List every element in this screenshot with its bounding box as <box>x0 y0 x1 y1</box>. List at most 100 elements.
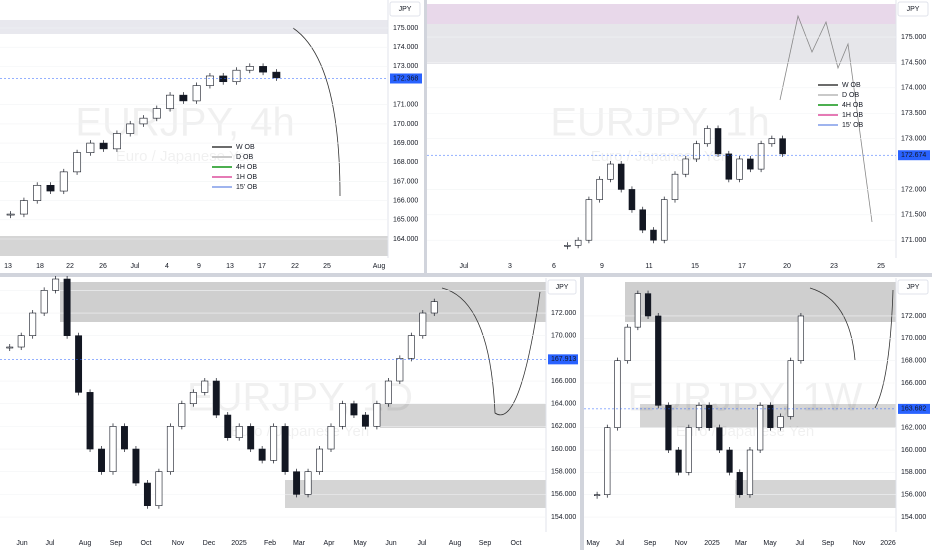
currency-box <box>547 279 577 295</box>
candle <box>40 290 48 314</box>
x-tick-label: Sep <box>110 540 123 547</box>
candle <box>757 143 765 170</box>
candle <box>316 448 323 473</box>
x-tick-label: 3 <box>508 263 512 270</box>
candle <box>86 142 95 153</box>
projection-arrow <box>809 287 894 409</box>
candle <box>166 94 175 109</box>
y-tick-label: 154.000 <box>901 514 926 521</box>
candle <box>63 278 71 336</box>
legend-label: D OB <box>842 92 859 99</box>
candle <box>109 426 117 473</box>
x-tick-label: Oct <box>511 540 522 547</box>
y-tick-label: 156.000 <box>551 491 576 498</box>
candle <box>596 178 603 200</box>
y-tick-label: 160.000 <box>901 447 926 454</box>
currency-label: JPY <box>556 284 569 291</box>
y-tick-label: 154.000 <box>551 514 576 521</box>
candle <box>98 448 105 473</box>
last-price-box <box>898 403 930 414</box>
last-price-label: 172.368 <box>393 75 418 82</box>
candle <box>639 209 646 231</box>
candle <box>655 315 662 406</box>
y-tick-label: 166.000 <box>393 197 418 204</box>
x-tick-label: 2026 <box>880 540 896 547</box>
candle <box>121 426 128 450</box>
y-tick-label: 162.000 <box>551 423 576 430</box>
candle <box>19 200 28 215</box>
watermark-subtitle: Euro / Japanese Yen <box>116 148 254 165</box>
legend-label: 4H OB <box>236 164 257 171</box>
candle <box>224 414 232 438</box>
candle <box>143 482 151 507</box>
candle <box>682 158 690 175</box>
zone <box>735 480 896 508</box>
panel-divider <box>0 273 932 277</box>
y-tick-label: 162.000 <box>901 425 926 432</box>
candle <box>634 293 641 328</box>
currency-label: JPY <box>907 284 920 291</box>
candle <box>99 142 108 150</box>
candle <box>327 426 335 450</box>
candle <box>628 189 636 211</box>
candle <box>665 405 672 451</box>
candle <box>614 360 621 428</box>
candle <box>675 449 682 473</box>
x-tick-label: Jul <box>418 540 427 547</box>
last-price-box <box>898 150 930 161</box>
x-tick-label: 25 <box>323 263 331 270</box>
legend-label: 1H OB <box>236 174 257 181</box>
x-tick-label: May <box>763 540 777 547</box>
candle <box>396 358 404 382</box>
candle <box>685 427 692 473</box>
candle <box>373 403 381 427</box>
y-tick-label: 175.000 <box>901 34 926 41</box>
candle <box>112 133 121 150</box>
candle <box>585 199 593 241</box>
candle <box>178 403 186 427</box>
y-tick-label: 172.000 <box>551 310 576 317</box>
x-tick-label: Sep <box>479 540 492 547</box>
candle <box>293 471 301 495</box>
candle <box>46 184 55 192</box>
x-tick-label: Oct <box>141 540 152 547</box>
x-tick-label: Sep <box>822 540 835 547</box>
candle <box>779 138 786 155</box>
candle <box>644 293 652 317</box>
x-tick-label: 13 <box>4 263 12 270</box>
x-tick-label: Nov <box>675 540 688 547</box>
x-tick-label: Jul <box>796 540 805 547</box>
projection-arrow <box>779 14 873 223</box>
candle <box>650 229 657 241</box>
candle <box>777 416 784 428</box>
candle <box>607 163 614 180</box>
x-tick-label: 23 <box>830 263 838 270</box>
candle <box>693 143 700 160</box>
candle <box>281 426 289 473</box>
projection-arrow <box>292 27 341 197</box>
x-tick-label: Apr <box>324 540 336 547</box>
candle <box>593 494 601 496</box>
x-tick-label: 2025 <box>704 540 720 547</box>
y-tick-label: 171.500 <box>901 212 926 219</box>
x-tick-label: Feb <box>264 540 276 547</box>
y-tick-label: 164.000 <box>551 401 576 408</box>
candle <box>726 449 733 473</box>
y-tick-label: 174.000 <box>393 44 418 51</box>
x-tick-label: Jun <box>385 540 396 547</box>
candle <box>192 85 201 102</box>
candle <box>73 152 82 173</box>
x-tick-label: Aug <box>449 540 462 547</box>
candle <box>671 173 679 200</box>
candle <box>33 184 42 201</box>
candle <box>212 380 220 416</box>
x-tick-label: 4 <box>165 263 169 270</box>
zone <box>427 24 896 64</box>
y-tick-label: 158.000 <box>551 469 576 476</box>
y-tick-label: 168.000 <box>901 357 926 364</box>
x-tick-label: Aug <box>79 540 92 547</box>
x-tick-label: 11 <box>645 263 652 270</box>
x-tick-label: Sep <box>644 540 657 547</box>
candle <box>258 448 266 461</box>
y-tick-label: 172.000 <box>901 186 926 193</box>
